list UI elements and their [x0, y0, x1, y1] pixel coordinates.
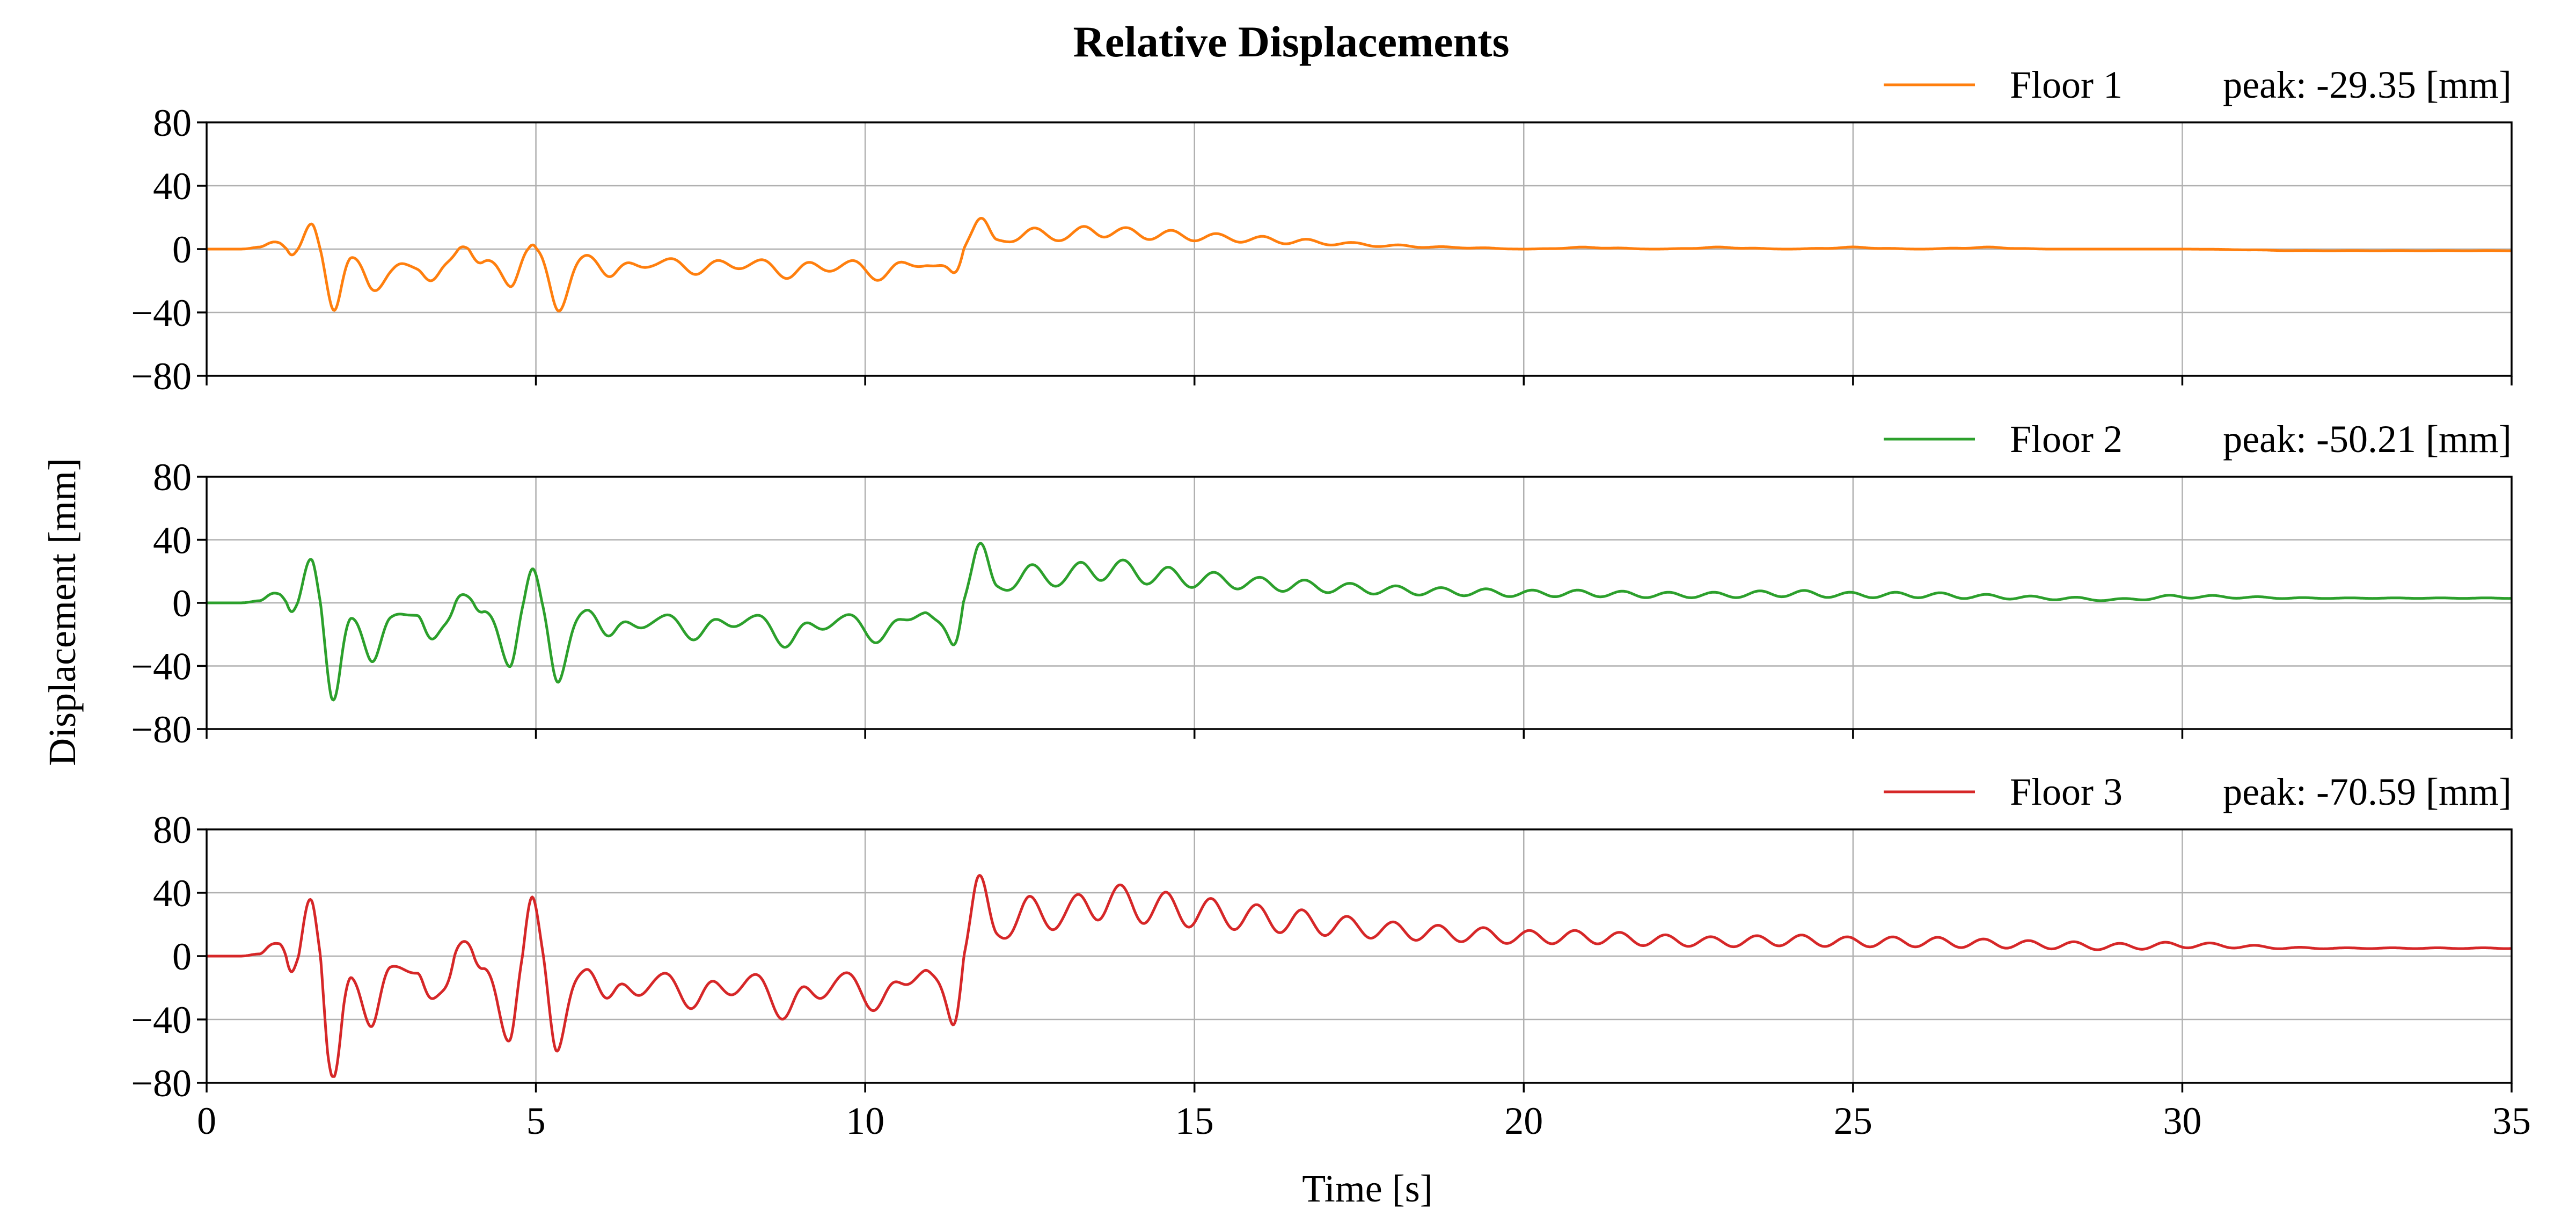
x-tick-label: 10 — [846, 1099, 884, 1142]
y-tick-label: 40 — [153, 872, 192, 915]
y-tick-label: −40 — [131, 292, 192, 334]
subplot-floor-1: 80 40 0 −40 −80 Floor 1 peak: -29.35 [mm] — [131, 63, 2513, 398]
subplots-group: 80 40 0 −40 −80 Floor 1 peak: -29.35 [mm] 80 40 0… — [131, 63, 2531, 1142]
legend-peak-label: peak: -50.21 [mm] — [2223, 418, 2512, 461]
y-tick-label: −40 — [131, 645, 192, 688]
y-tick-label: −80 — [131, 708, 192, 751]
y-tick-label: 0 — [172, 228, 192, 271]
y-axis-label: Displacement [mm] — [41, 458, 84, 766]
x-tick-label: 5 — [526, 1099, 546, 1142]
y-tick-label: −80 — [131, 1062, 192, 1105]
x-tick-label: 35 — [2492, 1099, 2531, 1142]
y-tick-label: −80 — [131, 355, 192, 398]
x-tick-label: 25 — [1834, 1099, 1872, 1142]
y-tick-label: 80 — [153, 101, 192, 144]
y-tick-label: 80 — [153, 808, 192, 851]
x-tick-label: 0 — [197, 1099, 216, 1142]
legend-series-name: Floor 2 — [2010, 418, 2123, 461]
y-tick-label: −40 — [131, 999, 192, 1041]
x-axis-label: Time [s] — [1302, 1167, 1432, 1210]
series-line-floor-3 — [206, 874, 2512, 1078]
x-tick-label: 15 — [1175, 1099, 1214, 1142]
legend-series-name: Floor 1 — [2010, 63, 2123, 106]
chart-title: Relative Displacements — [1073, 17, 1510, 66]
subplot-floor-2: 80 40 0 −40 −80 Floor 2 peak: -50.21 [mm] — [131, 418, 2513, 751]
series-line-floor-2 — [206, 542, 2512, 702]
y-tick-label: 0 — [172, 935, 192, 978]
legend-series-name: Floor 3 — [2010, 770, 2123, 813]
legend-peak-label: peak: -70.59 [mm] — [2223, 770, 2512, 813]
y-tick-label: 40 — [153, 519, 192, 562]
y-tick-label: 0 — [172, 582, 192, 625]
series-line-floor-1 — [206, 217, 2512, 312]
y-tick-label: 80 — [153, 456, 192, 499]
y-tick-label: 40 — [153, 165, 192, 208]
legend-peak-label: peak: -29.35 [mm] — [2223, 63, 2512, 106]
x-tick-label: 30 — [2163, 1099, 2201, 1142]
x-tick-label: 20 — [1504, 1099, 1543, 1142]
